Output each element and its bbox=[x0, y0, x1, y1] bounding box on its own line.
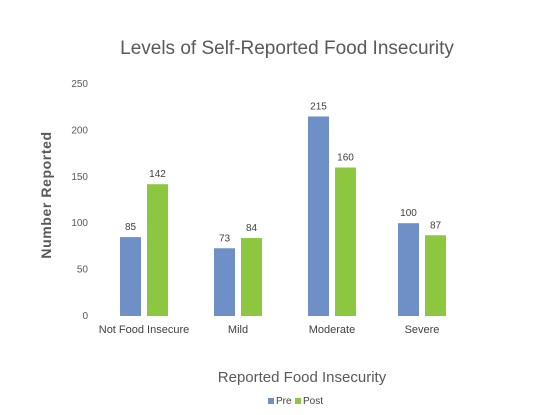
y-tick-label: 50 bbox=[77, 265, 89, 276]
legend-swatch-pre bbox=[268, 398, 274, 404]
bar-post bbox=[425, 235, 446, 316]
data-label: 215 bbox=[310, 101, 327, 112]
bar-pre bbox=[308, 116, 329, 316]
bar-post bbox=[147, 184, 168, 316]
bars bbox=[120, 116, 446, 316]
data-label: 160 bbox=[337, 153, 354, 164]
legend-label: Post bbox=[303, 396, 323, 407]
chart-title: Levels of Self-Reported Food Insecurity bbox=[120, 38, 454, 59]
y-tick-label: 100 bbox=[71, 218, 88, 229]
data-label: 85 bbox=[125, 222, 137, 233]
y-tick-label: 200 bbox=[71, 125, 88, 136]
bar-pre bbox=[120, 237, 141, 316]
data-label: 100 bbox=[400, 208, 417, 219]
x-category-label: Not Food Insecure bbox=[99, 324, 190, 336]
bar-post bbox=[335, 167, 356, 316]
x-category-label: Moderate bbox=[309, 324, 355, 336]
y-tick-label: 150 bbox=[71, 172, 88, 183]
x-category-label: Severe bbox=[405, 324, 440, 336]
bar-post bbox=[241, 238, 262, 316]
y-tick-label: 250 bbox=[71, 79, 88, 90]
legend-swatch-post bbox=[295, 398, 301, 404]
legend: Pre Post bbox=[268, 396, 323, 407]
x-axis-category-labels: Not Food Insecure Mild Moderate Severe bbox=[99, 324, 440, 336]
y-tick-label: 0 bbox=[82, 311, 88, 322]
data-label: 87 bbox=[430, 220, 442, 231]
data-label: 142 bbox=[149, 169, 166, 180]
bar-pre bbox=[398, 223, 419, 316]
x-axis-title: Reported Food Insecurity bbox=[218, 369, 387, 386]
data-labels: 85 73 215 100 142 84 160 87 bbox=[125, 101, 442, 244]
y-axis-ticks: 0 50 100 150 200 250 bbox=[71, 79, 88, 322]
data-label: 73 bbox=[219, 233, 231, 244]
data-label: 84 bbox=[246, 223, 258, 234]
y-axis-title: Number Reported bbox=[38, 131, 54, 258]
bar-pre bbox=[214, 248, 235, 316]
legend-label: Pre bbox=[276, 396, 292, 407]
x-category-label: Mild bbox=[228, 324, 248, 336]
